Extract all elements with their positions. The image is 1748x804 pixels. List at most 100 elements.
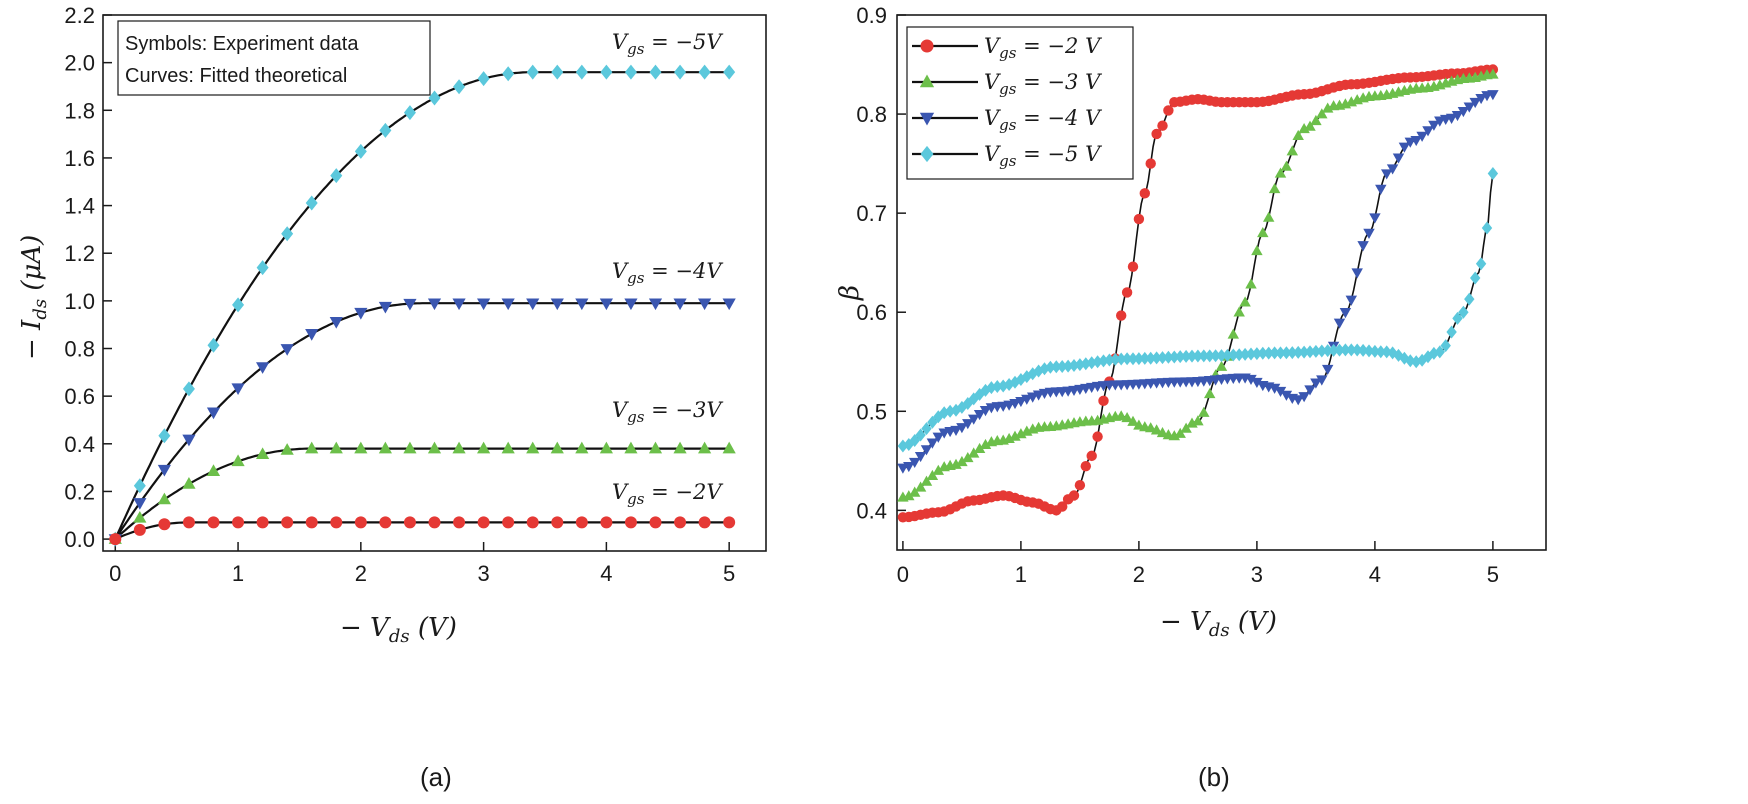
b-data-point: [1369, 213, 1381, 224]
b-data-point: [1316, 375, 1328, 386]
b-data-point: [1469, 97, 1481, 109]
b-y-tick-label: 0.5: [856, 399, 887, 424]
a-data-point: [526, 64, 539, 80]
a-data-point: [378, 301, 392, 314]
b-data-point: [998, 379, 1009, 393]
b-x-tick-label: 1: [1015, 562, 1027, 587]
b-data-point: [1363, 228, 1375, 239]
b-data-point: [992, 380, 1003, 394]
b-y-tick-label: 0.6: [856, 300, 887, 325]
b-data-point: [1292, 395, 1304, 406]
b-data-point: [1215, 360, 1228, 371]
b-data-point: [926, 469, 939, 480]
b-y-tick-label: 0.9: [856, 3, 887, 28]
a-data-point: [575, 441, 589, 454]
b-data-point: [1186, 349, 1198, 363]
b-data-point: [1387, 346, 1398, 360]
a-data-point: [256, 260, 269, 276]
b-data-point: [1216, 349, 1227, 363]
a-data-point: [329, 316, 343, 329]
b-data-point: [920, 475, 933, 486]
b-y-tick-label: 0.4: [856, 498, 887, 523]
b-data-point: [1275, 346, 1286, 360]
a-y-tick-label: 1.6: [64, 146, 95, 171]
a-data-point: [182, 381, 195, 397]
b-data-point: [1287, 346, 1298, 360]
a-y-tick-label: 0.8: [64, 337, 95, 362]
b-data-point: [1163, 350, 1174, 364]
b-data-point: [1257, 226, 1269, 238]
b-data-point: [1174, 427, 1186, 438]
a-data-point: [673, 298, 687, 311]
b-data-point: [1458, 305, 1469, 319]
b-data-point: [1027, 367, 1038, 381]
a-data-point: [182, 516, 195, 529]
a-y-tick-label: 0.2: [64, 479, 95, 504]
a-data-point: [575, 298, 589, 311]
b-data-point: [1145, 158, 1156, 169]
b-legend-label: Vgs = −5 V: [984, 142, 1102, 170]
b-data-point: [967, 447, 980, 458]
b-data-point: [1416, 353, 1428, 367]
a-fitted-curve: [114, 447, 730, 540]
a-data-point: [354, 143, 367, 159]
a-y-tick-label: 0.4: [64, 432, 95, 457]
a-data-point: [649, 64, 662, 80]
b-data-point: [1133, 352, 1145, 366]
b-data-point: [1062, 359, 1074, 373]
b-data-point: [1321, 364, 1334, 376]
a-data-point: [550, 441, 564, 454]
a-data-point: [624, 298, 638, 311]
b-data-point: [1363, 344, 1375, 358]
a-data-point: [157, 464, 171, 477]
a-data-point: [109, 533, 122, 546]
a-data-point: [379, 122, 392, 138]
panel-b-y-axis-label: β: [835, 285, 865, 301]
b-data-point: [1068, 358, 1080, 372]
b-data-point: [1127, 415, 1139, 426]
b-data-point: [1434, 345, 1445, 359]
b-data-point: [1092, 355, 1103, 369]
b-data-point: [932, 432, 945, 443]
b-data-point: [1145, 351, 1156, 365]
b-data-point: [1127, 261, 1139, 272]
a-y-tick-label: 2.2: [64, 3, 95, 28]
b-data-point: [1180, 349, 1192, 363]
a-data-point: [281, 516, 294, 529]
a-y-tick-label: 1.2: [64, 241, 95, 266]
b-data-point: [1457, 107, 1470, 118]
b-data-point: [939, 406, 950, 420]
b-data-point: [1440, 339, 1451, 353]
a-data-point: [133, 523, 146, 536]
b-data-point: [932, 464, 945, 475]
b-data-point: [1251, 347, 1263, 361]
a-data-point: [722, 298, 736, 311]
b-data-point: [915, 428, 926, 442]
a-data-point: [354, 441, 368, 454]
a-data-point: [305, 329, 319, 341]
b-data-point: [1345, 295, 1358, 306]
note-line-curves: Curves: Fitted theoretical: [125, 65, 347, 87]
b-data-point: [1151, 351, 1162, 365]
b-data-point: [1328, 343, 1339, 357]
b-data-point: [962, 451, 974, 463]
b-data-point: [979, 438, 992, 450]
a-data-point: [477, 441, 491, 454]
a-data-point: [526, 441, 540, 454]
b-legend-label: Vgs = −4 V: [984, 106, 1102, 134]
b-data-point: [1475, 257, 1487, 271]
a-data-point: [722, 441, 736, 454]
a-data-point: [575, 64, 588, 80]
b-data-point: [962, 419, 974, 430]
a-data-point: [280, 443, 294, 455]
a-data-point: [403, 441, 417, 454]
b-legend-label: Vgs = −3 V: [984, 70, 1102, 98]
b-data-point: [1192, 415, 1204, 426]
panel-a-y-axis-label: − Ids (μA): [17, 235, 51, 360]
b-data-point: [1375, 184, 1387, 195]
a-data-point: [526, 516, 539, 529]
b-data-point: [944, 404, 956, 418]
b-data-point: [1121, 287, 1133, 298]
b-data-point: [1074, 480, 1086, 491]
b-data-point: [914, 452, 927, 463]
